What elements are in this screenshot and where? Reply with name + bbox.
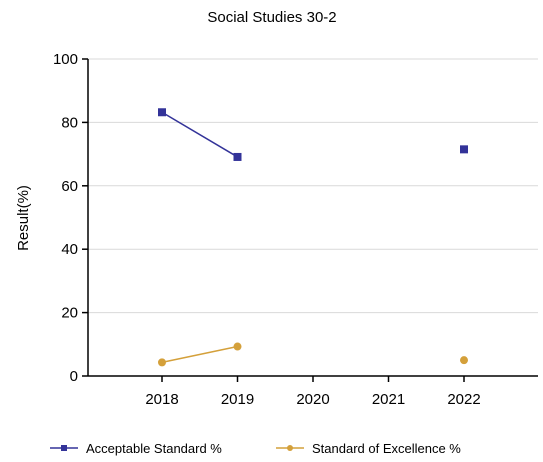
legend-item-1: Standard of Excellence % [276, 441, 461, 456]
x-tick-label: 2022 [447, 391, 480, 408]
series-1-point-2022 [460, 356, 468, 365]
y-tick-label: 0 [70, 368, 78, 385]
y-tick-label: 80 [61, 114, 78, 131]
series-0 [158, 108, 468, 161]
legend-label: Acceptable Standard % [86, 441, 222, 456]
y-tick-label: 60 [61, 178, 78, 195]
legend-swatch-marker [61, 445, 67, 451]
legend-item-0: Acceptable Standard % [50, 441, 222, 456]
series-1-point-2019 [233, 342, 242, 351]
series-1-point-2018 [158, 358, 166, 367]
series-0-point-2019 [233, 152, 242, 161]
y-axis-label: Result(%) [15, 185, 32, 251]
chart-title: Social Studies 30-2 [207, 9, 336, 26]
y-tick-label: 100 [53, 51, 78, 68]
series-0-point-2018 [158, 108, 166, 117]
series-1-segment [161, 345, 238, 364]
x-tick-label: 2020 [296, 391, 329, 408]
series-1 [158, 342, 468, 367]
y-tick-label: 20 [61, 305, 78, 322]
legend-swatch-marker [287, 445, 293, 451]
x-tick-label: 2019 [221, 391, 254, 408]
series-0-segment [161, 111, 238, 158]
series-layer [158, 108, 468, 367]
legend-label: Standard of Excellence % [312, 441, 461, 456]
axes: 0 20 40 60 80 100 2018 2019 2020 2021 2022 [53, 51, 538, 408]
y-tick-label: 40 [61, 241, 78, 258]
x-tick-label: 2021 [372, 391, 405, 408]
grid-lines [88, 58, 538, 314]
legend: Acceptable Standard % Standard of Excelle… [50, 441, 461, 456]
x-tick-label: 2018 [145, 391, 178, 408]
series-0-point-2022 [460, 145, 468, 154]
